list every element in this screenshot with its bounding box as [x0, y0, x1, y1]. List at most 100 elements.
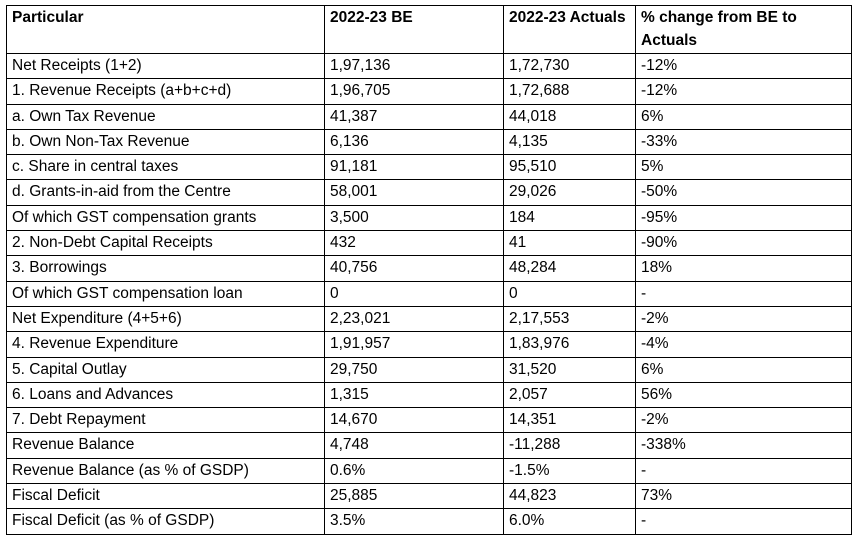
budget-estimate-cell: 1,91,957	[324, 331, 504, 358]
particular-cell: Fiscal Deficit (as % of GSDP)	[6, 508, 325, 535]
table-row: a. Own Tax Revenue 41,387 44,018 6%	[6, 103, 852, 130]
particular-cell: 5. Capital Outlay	[6, 356, 325, 383]
table-row: Net Expenditure (4+5+6) 2,23,021 2,17,553-…	[6, 305, 852, 333]
actuals-cell: 41	[503, 230, 636, 257]
particular-cell: 3. Borrowings	[6, 255, 325, 282]
actuals-cell: 1,83,976	[503, 331, 636, 358]
particular-cell: d. Grants-in-aid from the Centre	[6, 179, 325, 206]
particular-cell: Net Expenditure (4+5+6)	[6, 305, 325, 333]
percent-change-cell: -2%	[635, 407, 852, 434]
particular-cell: c. Share in central taxes	[6, 154, 325, 181]
table-row: Of which GST compensation grants 3,500 184…	[6, 204, 852, 232]
table-row: 4. Revenue Expenditure 1,91,957 1,83,976 -4…	[6, 331, 852, 358]
particular-cell: Of which GST compensation loan	[6, 280, 325, 307]
table-row: Fiscal Deficit (as % of GSDP) 3.5% 6.0% -	[6, 508, 852, 535]
particular-cell: 7. Debt Repayment	[6, 407, 325, 434]
particular-cell: Of which GST compensation grants	[6, 204, 325, 232]
particular-cell: 4. Revenue Expenditure	[6, 331, 325, 358]
table-row: Revenue Balance 4,748 -11,288 -338%	[6, 432, 852, 459]
header-row: Particular 2022-23 BE 2022-23 Actuals % …	[6, 5, 852, 54]
actuals-cell: 31,520	[503, 356, 636, 383]
header-particular: Particular	[6, 5, 325, 54]
budget-table: Particular 2022-23 BE 2022-23 Actuals % …	[6, 5, 852, 535]
actuals-cell: -11,288	[503, 432, 636, 459]
table-row: d. Grants-in-aid from the Centre 58,001 29…	[6, 179, 852, 206]
percent-change-cell: -50%	[635, 179, 852, 206]
percent-change-cell: 6%	[635, 103, 852, 130]
table-row: Of which GST compensation loan 0 0-	[6, 280, 852, 307]
table-row: Fiscal Deficit 25,885 44,823 73%	[6, 483, 852, 510]
table-header: Particular 2022-23 BE 2022-23 Actuals % …	[6, 5, 852, 54]
particular-cell: 2. Non-Debt Capital Receipts	[6, 230, 325, 257]
percent-change-cell: -	[635, 280, 852, 307]
actuals-cell: 6.0%	[503, 508, 636, 535]
percent-change-cell: 18%	[635, 255, 852, 282]
budget-estimate-cell: 432	[324, 230, 504, 257]
budget-estimate-cell: 6,136	[324, 128, 504, 156]
particular-cell: 6. Loans and Advances	[6, 381, 325, 409]
particular-cell: Revenue Balance	[6, 432, 325, 459]
percent-change-cell: 6%	[635, 356, 852, 383]
budget-estimate-cell: 2,23,021	[324, 305, 504, 333]
budget-estimate-cell: 4,748	[324, 432, 504, 459]
actuals-cell: 29,026	[503, 179, 636, 206]
actuals-cell: 44,018	[503, 103, 636, 130]
actuals-cell: 0	[503, 280, 636, 307]
budget-estimate-cell: 3.5%	[324, 508, 504, 535]
header-budget-estimate: 2022-23 BE	[324, 5, 504, 54]
table-body: Net Receipts (1+2) 1,97,136 1,72,730 -12% 1.…	[6, 52, 852, 535]
percent-change-cell: -338%	[635, 432, 852, 459]
percent-change-cell: 56%	[635, 381, 852, 409]
table-row: 3. Borrowings 40,756 48,284 18%	[6, 255, 852, 282]
percent-change-cell: -	[635, 457, 852, 485]
budget-estimate-cell: 1,96,705	[324, 78, 504, 105]
budget-estimate-cell: 1,97,136	[324, 52, 504, 80]
particular-cell: Fiscal Deficit	[6, 483, 325, 510]
header-percent-change: % change from BE to Actuals	[635, 5, 852, 54]
particular-cell: b. Own Non-Tax Revenue	[6, 128, 325, 156]
percent-change-cell: -	[635, 508, 852, 535]
table-row: b. Own Non-Tax Revenue 6,136 4,135 -33%	[6, 128, 852, 156]
percent-change-cell: 5%	[635, 154, 852, 181]
budget-estimate-cell: 1,315	[324, 381, 504, 409]
actuals-cell: 2,057	[503, 381, 636, 409]
table-row: c. Share in central taxes 91,181 95,510 5%	[6, 154, 852, 181]
budget-estimate-cell: 14,670	[324, 407, 504, 434]
percent-change-cell: -12%	[635, 52, 852, 80]
actuals-cell: 4,135	[503, 128, 636, 156]
percent-change-cell: -33%	[635, 128, 852, 156]
budget-estimate-cell: 41,387	[324, 103, 504, 130]
percent-change-cell: -95%	[635, 204, 852, 232]
actuals-cell: 48,284	[503, 255, 636, 282]
actuals-cell: -1.5%	[503, 457, 636, 485]
table-row: 7. Debt Repayment 14,670 14,351 -2%	[6, 407, 852, 434]
actuals-cell: 14,351	[503, 407, 636, 434]
percent-change-cell: -2%	[635, 305, 852, 333]
percent-change-cell: -90%	[635, 230, 852, 257]
actuals-cell: 1,72,688	[503, 78, 636, 105]
table-row: 6. Loans and Advances 1,315 2,057 56%	[6, 381, 852, 409]
budget-estimate-cell: 91,181	[324, 154, 504, 181]
budget-estimate-cell: 40,756	[324, 255, 504, 282]
table-row: 1. Revenue Receipts (a+b+c+d) 1,96,705 1,7…	[6, 78, 852, 105]
header-actuals: 2022-23 Actuals	[503, 5, 636, 54]
budget-estimate-cell: 0	[324, 280, 504, 307]
particular-cell: a. Own Tax Revenue	[6, 103, 325, 130]
actuals-cell: 1,72,730	[503, 52, 636, 80]
particular-cell: Revenue Balance (as % of GSDP)	[6, 457, 325, 485]
particular-cell: Net Receipts (1+2)	[6, 52, 325, 80]
actuals-cell: 44,823	[503, 483, 636, 510]
percent-change-cell: -12%	[635, 78, 852, 105]
table-row: 5. Capital Outlay 29,750 31,520 6%	[6, 356, 852, 383]
budget-estimate-cell: 0.6%	[324, 457, 504, 485]
budget-estimate-cell: 25,885	[324, 483, 504, 510]
budget-estimate-cell: 58,001	[324, 179, 504, 206]
actuals-cell: 184	[503, 204, 636, 232]
budget-estimate-cell: 29,750	[324, 356, 504, 383]
table-row: Revenue Balance (as % of GSDP) 0.6% -1.5% -	[6, 457, 852, 485]
table-row: 2. Non-Debt Capital Receipts 432 41 -90%	[6, 230, 852, 257]
table-row: Net Receipts (1+2) 1,97,136 1,72,730 -12%	[6, 52, 852, 80]
percent-change-cell: -4%	[635, 331, 852, 358]
budget-estimate-cell: 3,500	[324, 204, 504, 232]
percent-change-cell: 73%	[635, 483, 852, 510]
